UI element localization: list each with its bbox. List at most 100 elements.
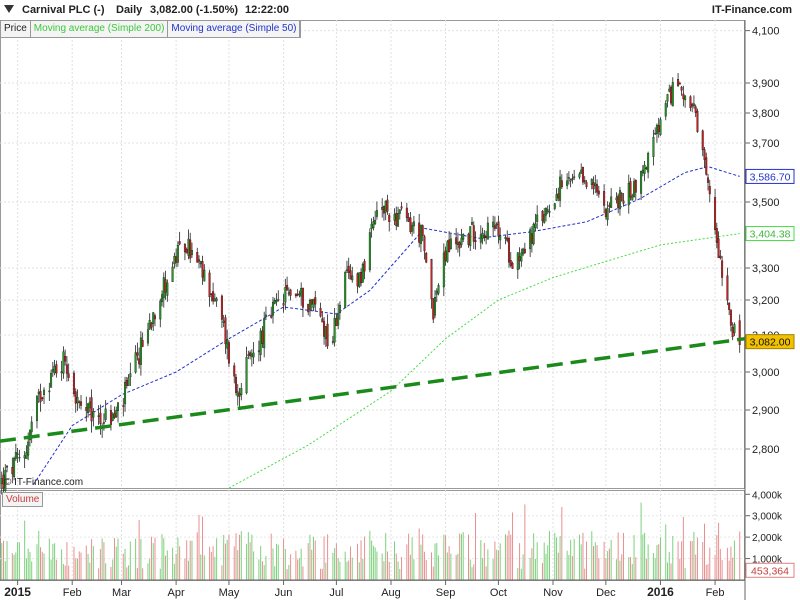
candle-body (88, 401, 91, 409)
candle-body (714, 197, 717, 230)
candle-body (64, 356, 67, 362)
candle-body (578, 173, 581, 178)
candle-body (48, 390, 51, 393)
candle-body (185, 248, 188, 254)
candle-body (238, 393, 241, 397)
candle-body (529, 229, 532, 249)
candle-body (347, 265, 350, 273)
candle-body (692, 103, 695, 107)
candle-body (277, 299, 280, 301)
candle-body (92, 411, 95, 418)
volume-grid (0, 490, 745, 581)
candle-body (270, 315, 273, 318)
candle-body (27, 441, 30, 456)
candle-body (569, 179, 572, 182)
candle-body (449, 238, 452, 250)
candle-body (148, 319, 151, 330)
candle-body (28, 429, 31, 441)
candle-body (523, 248, 526, 253)
candle-body (573, 176, 576, 178)
candle-series (0, 73, 741, 497)
candle-body (296, 294, 299, 296)
candle-body (733, 324, 736, 334)
time-label: 12:22:00 (245, 4, 290, 16)
candle-body (580, 169, 583, 174)
candle-body (62, 351, 65, 374)
candle-body (395, 212, 398, 227)
candle-body (90, 397, 93, 422)
x-tick-label: May (219, 587, 240, 599)
volume-series (1, 502, 741, 580)
candle-body (345, 269, 348, 271)
candle-body (520, 252, 523, 262)
candle-body (664, 103, 667, 117)
candle-body (536, 214, 539, 222)
grid (0, 20, 745, 489)
credit-label: © IT-Finance.com (4, 477, 84, 488)
legend-ma50[interactable]: Moving average (Simple 50) (168, 21, 301, 37)
candle-body (738, 320, 741, 345)
candle-body (284, 287, 287, 303)
legend-price[interactable]: Price (1, 21, 31, 37)
candle-body (13, 458, 16, 478)
candle-body (85, 407, 88, 411)
candle-body (159, 300, 162, 320)
candle-body (610, 196, 613, 208)
candle-body (146, 329, 149, 344)
y-tick-label: 3,800 (752, 108, 780, 120)
x-tick-label: Jun (275, 587, 293, 599)
y-tick-label: 4,100 (752, 26, 780, 38)
candle-body (150, 322, 153, 328)
candle-body (534, 223, 537, 228)
candle-body (312, 298, 315, 308)
candle-body (247, 354, 250, 357)
candle-body (39, 391, 42, 403)
candle-body (335, 318, 338, 326)
legend-ma200[interactable]: Moving average (Simple 200) (31, 21, 169, 37)
candle-body (187, 238, 190, 256)
candle-body (99, 412, 102, 424)
candle-body (469, 226, 472, 247)
candle-body (655, 124, 658, 134)
candle-body (460, 237, 463, 245)
candle-body (694, 106, 697, 113)
candle-body (421, 225, 424, 237)
candle-body (374, 219, 377, 224)
candle-body (319, 308, 322, 317)
candle-body (235, 376, 238, 393)
menu-triangle-icon[interactable] (4, 5, 14, 13)
y-tick-label: 3,200 (752, 295, 780, 307)
candle-body (606, 208, 609, 220)
candle-body (301, 287, 304, 308)
candle-body (368, 232, 371, 271)
candle-body (541, 211, 544, 222)
candle-body (425, 252, 428, 263)
candle-body (30, 421, 33, 433)
volume-legend[interactable]: Volume (2, 492, 44, 507)
candle-body (731, 326, 734, 338)
candle-body (252, 352, 255, 358)
candle-body (382, 205, 385, 214)
candle-body (640, 170, 643, 194)
candle-body (444, 250, 447, 261)
candle-body (227, 342, 230, 364)
candle-body (696, 110, 699, 132)
candle-body (691, 104, 694, 107)
ma50-value-label-box (745, 168, 795, 184)
candle-body (546, 209, 549, 212)
candle-body (446, 241, 449, 262)
candle-body (261, 330, 264, 345)
x-tick-label: Nov (543, 587, 563, 599)
candle-body (25, 452, 28, 459)
candle-body (152, 312, 155, 324)
candle-body (370, 223, 373, 229)
candle-body (14, 452, 17, 459)
candle-body (701, 130, 704, 151)
candle-body (603, 191, 606, 206)
candle-body (645, 167, 648, 170)
candle-body (530, 233, 533, 244)
candle-body (122, 405, 125, 407)
candle-body (492, 221, 495, 228)
candle-body (125, 379, 128, 386)
candle-body (707, 177, 710, 183)
